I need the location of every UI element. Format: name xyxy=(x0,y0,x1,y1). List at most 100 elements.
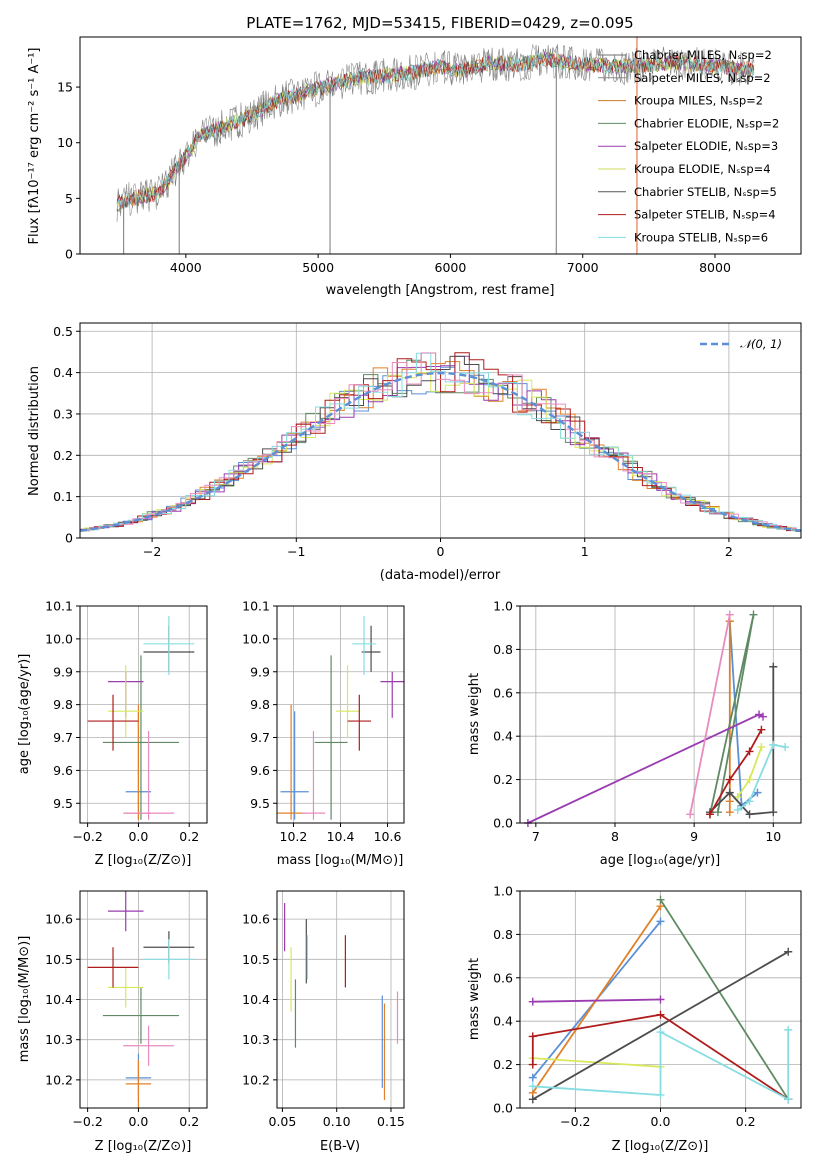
mass-vs-ebv-frame xyxy=(276,890,405,1109)
y-tick-label: 1.0 xyxy=(493,599,513,614)
weight-point-marker xyxy=(745,797,754,806)
x-tick-label: −0.2 xyxy=(72,829,102,844)
legend-label: Kroupa MILES, Nₛsp=2 xyxy=(634,94,763,108)
x-tick-label: 0.2 xyxy=(179,1114,199,1129)
x-tick-label: 7000 xyxy=(567,260,599,275)
x-tick-label: 0.10 xyxy=(323,1114,351,1129)
weight-point-marker xyxy=(725,808,734,817)
y-tick-label: 9.5 xyxy=(250,796,270,811)
weight-point-marker xyxy=(745,775,754,784)
weight-series-line xyxy=(689,614,731,815)
weight-point-marker xyxy=(656,1028,665,1037)
x-tick-label: 10.2 xyxy=(280,829,308,844)
y-tick-label: 10.3 xyxy=(242,1032,270,1047)
y-tick-label: 9.6 xyxy=(250,763,270,778)
weight-series-line xyxy=(532,905,662,1094)
y-tick-label: 0.2 xyxy=(53,448,73,463)
y-tick-label: 10.6 xyxy=(242,912,270,927)
spectrum-series-line xyxy=(116,52,755,209)
x-tick-label: −1 xyxy=(287,544,305,559)
residual-xlabel: (data-model)/error xyxy=(380,568,501,583)
weight-point-marker xyxy=(528,1073,537,1082)
weight-point-marker xyxy=(757,743,766,752)
weight-series-line xyxy=(709,729,763,815)
x-tick-label: 10.4 xyxy=(327,829,355,844)
x-tick-label: 10 xyxy=(765,829,781,844)
x-tick-label: 10.6 xyxy=(374,829,402,844)
weight-point-marker xyxy=(656,895,665,904)
y-tick-label: 9.9 xyxy=(53,664,73,679)
x-tick-label: 9 xyxy=(690,829,698,844)
x-tick-label: −2 xyxy=(143,544,161,559)
y-tick-label: 0.0 xyxy=(493,1101,513,1116)
y-tick-label: 9.8 xyxy=(250,697,270,712)
y-tick-label: 0.8 xyxy=(493,642,513,657)
y-tick-label: 5 xyxy=(65,191,73,206)
weight-point-marker xyxy=(528,1060,537,1069)
weight-series-line xyxy=(737,743,786,811)
spectrum-series-line xyxy=(116,52,755,211)
x-tick-label: 7 xyxy=(532,829,540,844)
x-tick-label: 0.0 xyxy=(128,829,148,844)
mass-vs-z-ylabel: mass [log₁₀(M/M⊙)] xyxy=(17,936,32,1063)
spectrum-xlabel: wavelength [Angstrom, rest frame] xyxy=(326,283,555,298)
weight-point-marker xyxy=(757,725,766,734)
y-tick-label: 10.3 xyxy=(45,1032,73,1047)
weight-point-marker xyxy=(725,775,734,784)
weight-point-marker xyxy=(528,997,537,1006)
y-tick-label: 10.1 xyxy=(242,599,270,614)
x-tick-label: 6000 xyxy=(435,260,467,275)
age-vs-mass-xlabel: mass [log₁₀(M/M⊙)] xyxy=(277,853,404,868)
weight-point-marker xyxy=(784,1095,793,1104)
y-tick-label: 10.5 xyxy=(45,952,73,967)
age-vs-z-ylabel: age [log₁₀(age/yr)] xyxy=(17,654,32,775)
weight-point-marker xyxy=(705,810,714,819)
histogram-series xyxy=(79,352,801,533)
weight-point-marker xyxy=(725,610,734,619)
y-tick-label: 9.6 xyxy=(53,763,73,778)
y-tick-label: 9.5 xyxy=(53,796,73,811)
weight-vs-age-ylabel: mass weight xyxy=(467,673,482,755)
weight-vs-age-frame xyxy=(519,605,802,824)
weight-point-marker xyxy=(769,808,778,817)
x-tick-label: 2 xyxy=(725,544,733,559)
y-tick-label: 0.6 xyxy=(493,685,513,700)
y-tick-label: 0.0 xyxy=(493,816,513,831)
legend-label: 𝒩(0, 1) xyxy=(740,337,782,351)
y-tick-label: 10.2 xyxy=(45,1072,73,1087)
y-tick-label: 9.7 xyxy=(250,730,270,745)
weight-point-marker xyxy=(528,1032,537,1041)
spectrum-series-line xyxy=(116,51,755,212)
x-tick-label: 0.05 xyxy=(269,1114,297,1129)
weight-vs-z-panel: −0.2 0.0 0.2 0.0 0.2 0.4 0.6 0.8 1.0 Z [log₁₀(Z/… xyxy=(467,884,802,1154)
weight-point-marker xyxy=(528,1095,537,1104)
weight-series-line xyxy=(532,951,789,1101)
weight-point-marker xyxy=(784,1025,793,1034)
weight-point-marker xyxy=(656,1010,665,1019)
y-tick-label: 0 xyxy=(65,247,73,262)
mass-vs-z-panel: −0.2 0.0 0.2 10.2 10.3 10.4 10.5 10.6 Z [log₁₀(… xyxy=(17,890,208,1154)
weight-point-marker xyxy=(745,810,754,819)
weight-point-marker xyxy=(769,740,778,749)
y-tick-label: 0.4 xyxy=(493,1014,513,1029)
weight-point-marker xyxy=(733,792,742,801)
x-tick-label: 5000 xyxy=(302,260,334,275)
age-vs-mass-panel: 10.2 10.4 10.6 9.5 9.6 9.7 9.8 9.9 10.0 10.1 mass… xyxy=(242,599,405,868)
y-tick-label: 10.1 xyxy=(45,599,73,614)
y-tick-label: 10.6 xyxy=(45,912,73,927)
weight-point-marker xyxy=(656,917,665,926)
weight-vs-age-panel: 7 8 9 10 0.0 0.2 0.4 0.6 0.8 1.0 age [log₁₀(age/y… xyxy=(467,599,802,868)
normal-curve xyxy=(79,371,802,532)
weight-vs-z-frame xyxy=(519,890,802,1109)
x-tick-label: 8000 xyxy=(699,260,731,275)
y-tick-label: 0 xyxy=(65,531,73,546)
legend-label: Kroupa ELODIE, Nₛsp=4 xyxy=(634,162,771,176)
x-tick-label: 0.0 xyxy=(128,1114,148,1129)
weight-series-line xyxy=(659,899,789,1100)
spectrum-ylabel: Flux [fλ10⁻¹⁷ erg cm⁻² s⁻¹ A⁻¹] xyxy=(27,48,42,245)
x-tick-label: 1 xyxy=(581,544,589,559)
y-tick-label: 0.8 xyxy=(493,927,513,942)
y-tick-label: 15 xyxy=(57,80,73,95)
weight-point-marker xyxy=(745,747,754,756)
